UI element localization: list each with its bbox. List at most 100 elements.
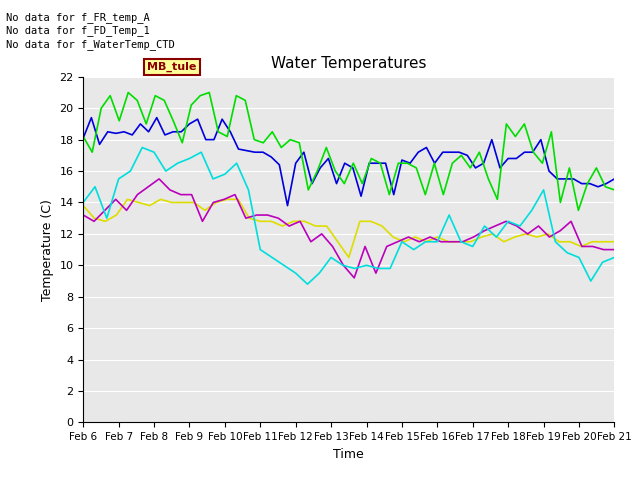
CondTemp (156, 176, 163, 182)
CondTemp (307, 239, 315, 245)
WaterT (223, 196, 231, 202)
WaterT (566, 239, 574, 245)
MDTemp_A (540, 187, 547, 193)
FR_temp_C (422, 192, 429, 197)
CondTemp (318, 231, 326, 237)
CondTemp (524, 231, 531, 237)
WaterT (257, 218, 264, 224)
MDTemp_A (221, 171, 228, 177)
MDTemp_A (516, 223, 524, 229)
WaterT (611, 239, 618, 245)
CondTemp (242, 216, 250, 221)
CondTemp (589, 243, 596, 249)
CondTemp (470, 234, 477, 240)
MDTemp_A (316, 270, 323, 276)
CondTemp (220, 196, 228, 202)
MDTemp_A (280, 263, 288, 268)
MDTemp_A (186, 156, 193, 161)
Text: No data for f_FR_temp_A: No data for f_FR_temp_A (6, 12, 150, 23)
CondTemp (329, 243, 337, 249)
MDTemp_A (244, 187, 252, 193)
FR_temp_B (513, 156, 520, 161)
CondTemp (534, 223, 542, 229)
MDTemp_A (174, 160, 182, 166)
CondTemp (600, 247, 607, 252)
CondTemp (513, 223, 521, 229)
FR_temp_B (129, 132, 136, 138)
WaterT (146, 203, 154, 208)
WaterT (533, 234, 541, 240)
CondTemp (361, 243, 369, 249)
FR_temp_B (251, 149, 259, 155)
CondTemp (383, 243, 390, 249)
WaterT (113, 212, 120, 218)
CondTemp (459, 239, 467, 245)
CondTemp (79, 212, 87, 218)
WaterT (389, 234, 397, 240)
WaterT (124, 196, 131, 202)
WaterT (356, 218, 364, 224)
WaterT (556, 239, 563, 245)
FR_temp_C (223, 133, 231, 139)
CondTemp (188, 192, 195, 197)
CondTemp (437, 239, 445, 245)
FR_temp_C (179, 140, 186, 145)
WaterT (588, 239, 596, 245)
MDTemp_A (457, 239, 465, 245)
FR_temp_B (611, 176, 618, 182)
MDTemp_A (469, 243, 477, 249)
WaterT (489, 231, 497, 237)
X-axis label: Time: Time (333, 448, 364, 461)
Text: MB_tule: MB_tule (147, 62, 196, 72)
WaterT (456, 239, 463, 245)
WaterT (179, 200, 187, 205)
CondTemp (101, 207, 109, 213)
CondTemp (545, 234, 553, 240)
MDTemp_A (103, 216, 111, 221)
MDTemp_A (115, 176, 122, 182)
MDTemp_A (79, 200, 87, 205)
MDTemp_A (575, 254, 583, 260)
MDTemp_A (233, 160, 241, 166)
CondTemp (611, 247, 618, 252)
MDTemp_A (504, 218, 512, 224)
Line: WaterT: WaterT (83, 199, 614, 257)
Line: CondTemp: CondTemp (83, 179, 614, 278)
WaterT (500, 239, 508, 245)
FR_temp_B (324, 156, 332, 161)
FR_temp_C (241, 97, 249, 103)
CondTemp (481, 228, 488, 234)
WaterT (168, 200, 175, 205)
CondTemp (285, 223, 293, 229)
MDTemp_A (303, 281, 311, 287)
WaterT (79, 203, 87, 208)
CondTemp (166, 187, 174, 193)
WaterT (312, 223, 319, 229)
MDTemp_A (162, 168, 170, 174)
CondTemp (556, 228, 564, 234)
MDTemp_A (351, 265, 358, 271)
MDTemp_A (611, 254, 618, 260)
CondTemp (90, 218, 98, 224)
CondTemp (264, 212, 271, 218)
WaterT (600, 239, 607, 245)
WaterT (245, 216, 253, 221)
Y-axis label: Temperature (C): Temperature (C) (41, 199, 54, 300)
WaterT (467, 239, 474, 245)
CondTemp (177, 192, 184, 197)
FR_temp_B (284, 203, 291, 208)
CondTemp (275, 216, 282, 221)
CondTemp (415, 239, 423, 245)
FR_temp_C (268, 129, 276, 135)
FR_temp_B (333, 181, 340, 187)
CondTemp (145, 184, 152, 190)
MDTemp_A (327, 254, 335, 260)
WaterT (212, 200, 220, 205)
CondTemp (492, 223, 499, 229)
WaterT (157, 196, 164, 202)
Line: MDTemp_A: MDTemp_A (83, 147, 614, 284)
MDTemp_A (563, 250, 571, 256)
MDTemp_A (292, 270, 300, 276)
FR_temp_C (611, 187, 618, 193)
WaterT (278, 223, 286, 229)
